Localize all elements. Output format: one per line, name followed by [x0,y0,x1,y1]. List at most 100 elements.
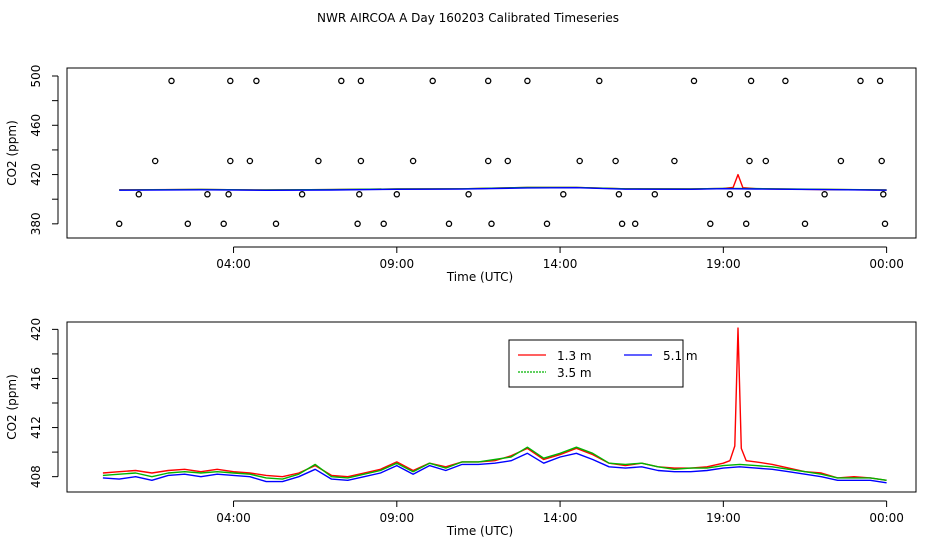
bottom-series-lines [102,327,887,484]
top-flag-point [782,77,789,85]
bottom-x-tick-label: 04:00 [216,511,251,525]
top-axes: 04:00 09:00 14:00 19:00 00:00 380 420 460 500 [29,65,904,271]
top-x-tick-label: 19:00 [706,257,741,271]
top-flag-point [225,191,232,198]
top-flag-point [881,220,889,228]
legend-label-5-1m: 5.1 m [663,349,698,363]
top-flag-point [596,77,603,85]
top-flag-point [445,220,453,228]
top-flag-point [298,191,306,198]
bottom-plot-frame [66,321,917,493]
top-series-lines [119,173,887,192]
top-flag-point [876,77,884,85]
top-y-tick-label: 420 [29,163,43,186]
top-flag-point [576,157,583,165]
top-plot-frame [66,67,917,239]
top-flag-point [707,220,714,228]
top-flag-point [488,220,495,228]
top-flag-point [204,191,211,198]
top-y-tick-label: 500 [29,65,43,88]
top-flag-point [429,77,436,85]
top-flag-point [801,220,809,228]
top-flag-point [651,191,659,198]
top-flag-point [615,191,623,198]
legend-label-3-5m: 3.5 m [557,366,592,380]
top-flag-point [671,157,678,165]
top-x-tick-label: 09:00 [380,257,415,271]
top-flag-point [543,220,551,228]
top-x-tick-label: 14:00 [543,257,578,271]
top-flag-point [465,191,472,198]
bottom-series-line-1-3-m [102,327,887,481]
top-flag-point [746,157,753,165]
bottom-y-tick-label: 412 [29,416,43,439]
bottom-series-line-5-1-m [102,452,887,484]
top-flag-point [504,157,512,165]
bottom-x-tick-label: 09:00 [380,511,415,525]
top-flag-point [135,191,143,198]
chart-title: NWR AIRCOA A Day 160203 Calibrated Times… [317,11,619,25]
top-flag-points [115,77,889,228]
top-flag-point [618,220,626,228]
top-series-line-2 [119,186,887,192]
bottom-x-tick-label: 00:00 [869,511,904,525]
bottom-x-tick-label: 19:00 [706,511,741,525]
top-flag-point [742,220,750,228]
top-flag-point [227,157,234,165]
top-flag-point [837,157,845,165]
bottom-y-tick-label: 408 [29,465,43,488]
top-flag-point [357,77,365,85]
top-flag-point [857,77,864,85]
top-flag-point [356,191,363,198]
top-flag-point [612,157,619,165]
top-flag-point [821,191,828,198]
top-flag-point [184,220,192,228]
top-flag-point [220,220,227,228]
top-flag-point [115,220,123,228]
top-x-axis-label: Time (UTC) [446,270,513,284]
top-flag-point [560,191,567,198]
bottom-y-tick-label: 416 [29,367,43,390]
top-flag-point [272,220,280,228]
top-flag-point [338,77,345,85]
top-flag-point [631,220,639,228]
top-flag-point [744,191,752,198]
bottom-series-line-3-5-m [102,446,887,481]
top-flag-point [246,157,254,165]
legend-box [508,339,684,388]
top-flag-point [747,77,755,85]
top-flag-point [227,77,234,85]
top-x-tick-label: 00:00 [869,257,904,271]
top-flag-point [524,77,531,85]
bottom-panel: Time (UTC) CO2 (ppm) 04:00 09:00 14:00 19:0… [5,318,917,538]
top-x-tick-label: 04:00 [216,257,251,271]
top-flag-point [315,157,322,165]
top-flag-point [726,191,734,198]
top-flag-point [380,220,387,228]
top-flag-point [878,157,885,165]
top-panel: Time (UTC) CO2 (ppm) 04:00 09:00 14:00 19:0… [5,65,917,284]
top-flag-point [354,220,361,228]
top-flag-point [690,77,698,85]
top-flag-point [409,157,417,165]
top-flag-point [357,157,365,165]
bottom-axes: 04:00 09:00 14:00 19:00 00:00 408 412 416 420 [29,318,904,525]
bottom-y-axis-label: CO2 (ppm) [5,374,19,440]
bottom-x-axis-label: Time (UTC) [446,524,513,538]
top-flag-point [484,157,492,165]
bottom-x-tick-label: 14:00 [543,511,578,525]
bottom-y-tick-label: 420 [29,318,43,341]
top-flag-point [151,157,159,165]
top-y-tick-label: 380 [29,212,43,235]
top-flag-point [253,77,260,85]
legend-label-1-3m: 1.3 m [557,349,592,363]
top-y-axis-label: CO2 (ppm) [5,120,19,186]
top-flag-point [762,157,770,165]
top-flag-point [484,77,492,85]
top-flag-point [168,77,175,85]
top-flag-point [393,191,401,198]
legend: 1.3 m 5.1 m 3.5 m [508,339,698,388]
top-flag-point [880,191,887,198]
top-y-tick-label: 460 [29,114,43,137]
